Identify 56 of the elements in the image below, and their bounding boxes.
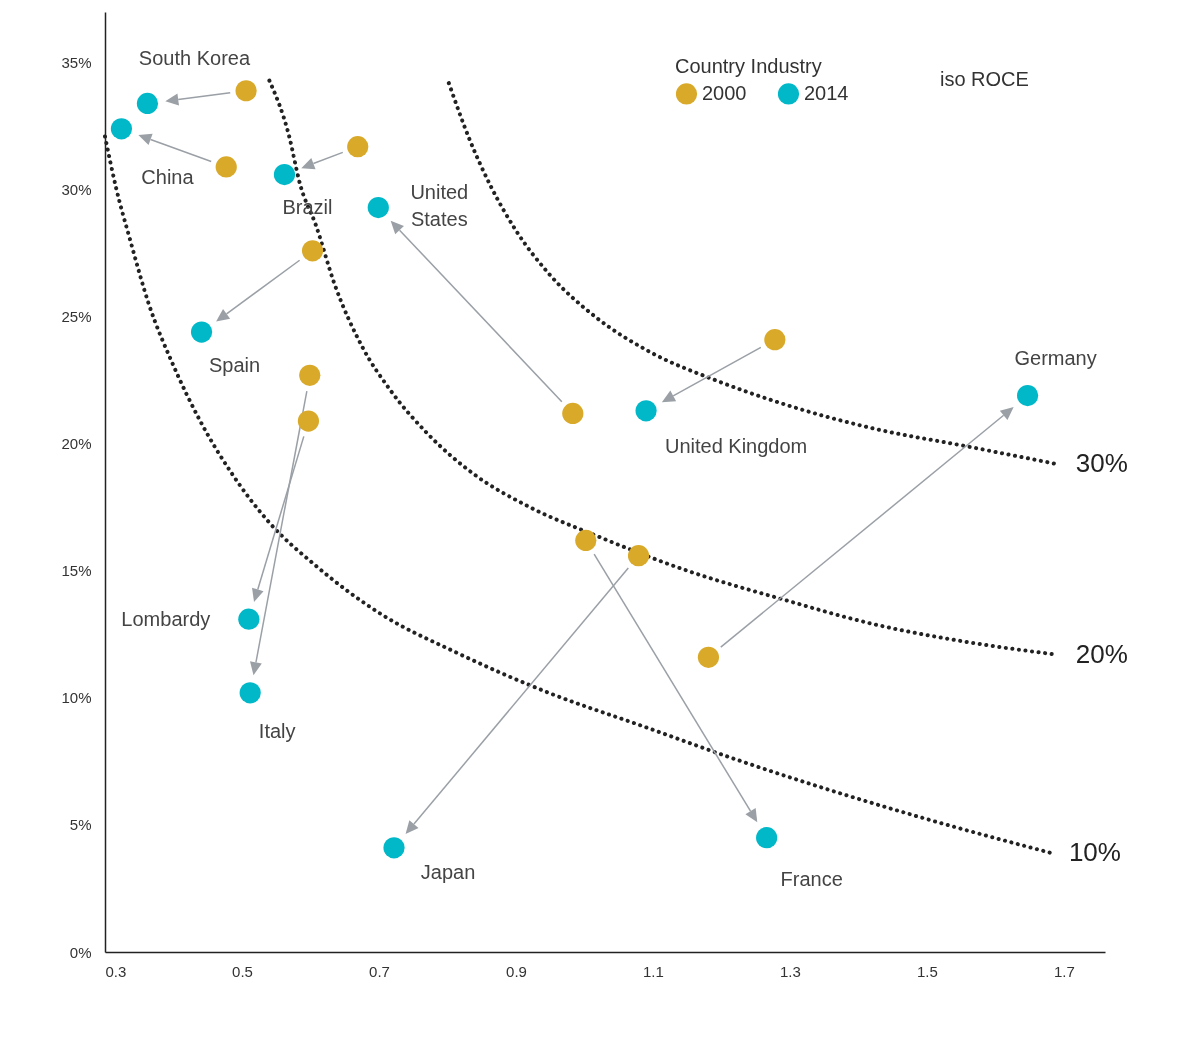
point [238,608,260,630]
point [635,400,657,422]
x-tick-label: 1.3 [780,962,801,980]
x-tick-label: 1.7 [1053,962,1075,980]
y-tick-label: 35% [61,54,92,72]
point [110,118,133,140]
annotation: Spain [209,354,261,377]
point [575,529,597,552]
annotation: Brazil [282,195,333,218]
annotation: United Kingdom [664,434,808,457]
point [301,240,324,262]
y-tick-label: 20% [61,435,92,453]
annotation: United States [410,180,469,230]
point [764,329,786,351]
y-tick-label: 30% [61,181,92,199]
y-tick-label: 0% [69,943,92,961]
annotation: Germany [1014,346,1097,369]
annotation: Lombardy [121,608,211,631]
point [273,164,296,186]
y-tick-label: 15% [61,562,92,580]
series-label: 20% [1075,638,1128,669]
point [299,364,321,386]
legend-label: 2014 [804,81,849,104]
point [562,402,584,424]
series-label: 30% [1075,448,1128,479]
legend-label: 2000 [702,81,747,104]
point [627,545,650,567]
x-tick-label: 1.5 [916,962,938,980]
annotation: iso ROCE [940,68,1029,90]
legend-title: Country Industry [675,55,822,77]
y-tick-label: 5% [69,816,92,834]
annotation: France [780,867,843,890]
annotation: Japan [420,860,476,883]
x-tick-label: 0.7 [369,962,390,980]
x-tick-label: 0.5 [232,962,253,980]
x-tick-label: 0.3 [105,962,127,980]
y-tick-label: 10% [61,689,92,707]
point [756,827,778,849]
annotation: South Korea [138,47,251,70]
point [136,92,159,115]
point [215,156,237,178]
annotation: China [141,165,195,188]
point [367,197,389,219]
annotation: Italy [258,719,296,742]
point [190,321,213,343]
y-tick-label: 25% [61,308,92,326]
point [235,80,257,102]
point [347,136,369,158]
x-tick-label: 1.1 [643,962,664,980]
series-label: 10% [1068,836,1121,867]
point [297,410,320,432]
point [1017,385,1039,407]
point [697,646,720,668]
x-tick-label: 0.9 [506,962,527,980]
point [239,682,261,704]
point [383,837,405,859]
